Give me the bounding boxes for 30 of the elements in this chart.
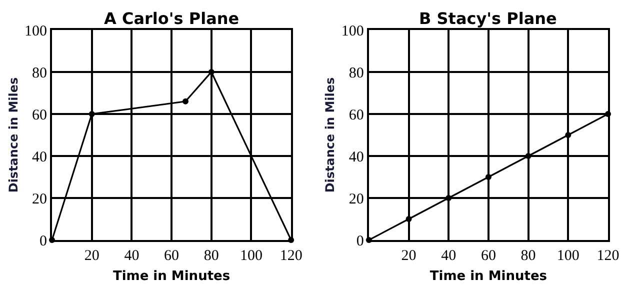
chart-title: A Carlo's Plane: [104, 9, 240, 28]
chart-title: B Stacy's Plane: [419, 9, 558, 28]
x-axis-title: Time in Minutes: [112, 269, 230, 284]
x-tick-label: 80: [204, 248, 219, 264]
y-tick-label: 20: [32, 191, 47, 208]
x-tick-label: 40: [441, 248, 456, 264]
y-tick-label: 0: [356, 233, 364, 250]
x-tick-label: 40: [124, 248, 140, 264]
x-tick-label: 100: [556, 248, 580, 264]
y-tick-label: 60: [348, 107, 364, 124]
y-tick-label: 100: [24, 23, 47, 40]
x-tick-label: 100: [240, 248, 262, 264]
x-tick-label: 20: [84, 248, 100, 264]
y-tick-label: 0: [40, 233, 47, 250]
y-tick-label: 60: [32, 107, 47, 124]
y-axis-title: Distance in Miles: [6, 77, 20, 193]
x-axis-title: Time in Minutes: [430, 269, 548, 284]
y-tick-label: 80: [348, 65, 364, 82]
y-tick-label: 80: [32, 65, 47, 82]
y-tick-label: 20: [348, 191, 364, 208]
x-tick-label: 80: [520, 248, 536, 264]
x-tick-label: 20: [401, 248, 416, 264]
y-tick-label: 100: [341, 23, 364, 40]
y-axis-title: Distance in Miles: [323, 77, 338, 193]
y-tick-label: 40: [348, 149, 364, 166]
y-tick-label: 40: [32, 149, 47, 166]
x-tick-label: 60: [480, 248, 496, 264]
x-tick-label: 120: [596, 248, 620, 264]
x-tick-label: 120: [280, 248, 302, 264]
x-tick-label: 60: [164, 248, 180, 264]
